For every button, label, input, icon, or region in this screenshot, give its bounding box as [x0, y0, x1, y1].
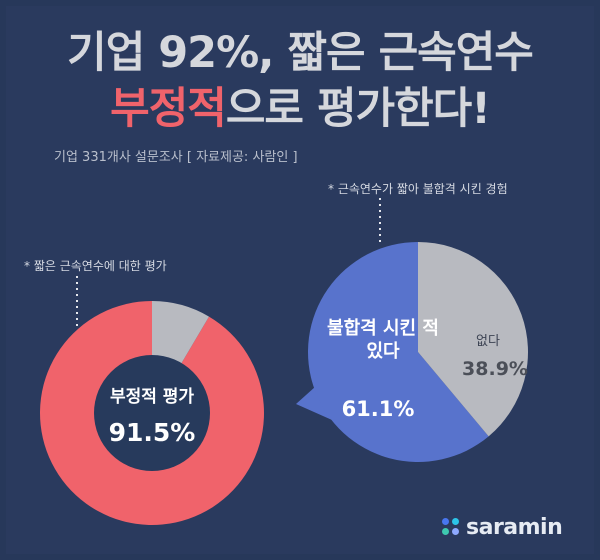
right-other-value: 38.9%	[455, 358, 535, 380]
right-other-label: 없다	[458, 330, 518, 349]
left-main-value: 91.5%	[92, 418, 212, 447]
left-donut-hole	[94, 355, 210, 471]
logo-text: saramin	[466, 515, 562, 540]
saramin-logo: saramin	[442, 514, 562, 540]
logo-dots-icon	[442, 518, 460, 536]
right-main-label: 불합격 시킨 적 있다	[318, 317, 448, 364]
left-main-label: 부정적 평가	[92, 382, 212, 407]
right-main-value: 61.1%	[328, 397, 428, 421]
